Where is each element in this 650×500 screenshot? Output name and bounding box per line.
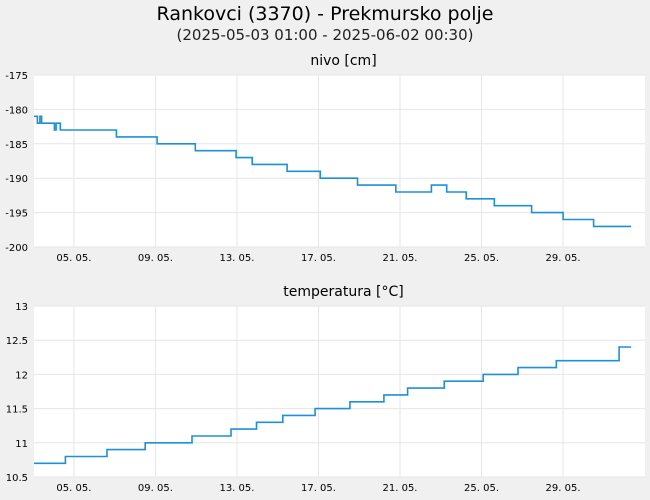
y-tick-label: -200 [5,243,28,254]
x-tick-label: 09. 05. [138,253,173,264]
y-tick-label: -175 [5,71,28,82]
chart-title: nivo [cm] [310,53,376,69]
x-tick-label: 17. 05. [301,253,336,264]
series-line [34,346,631,465]
x-tick-label: 29. 05. [546,253,581,264]
page-title: Rankovci (3370) - Prekmursko polje [156,3,494,25]
y-tick-label: -180 [5,105,28,116]
x-tick-label: 25. 05. [464,253,499,264]
x-tick-label: 25. 05. [464,483,499,494]
x-tick-label: 05. 05. [56,483,91,494]
plot-area [34,75,645,247]
x-tick-label: 21. 05. [383,253,418,264]
y-tick-label: -190 [5,174,28,185]
x-tick-label: 09. 05. [138,483,173,494]
y-tick-label: 12 [15,370,28,381]
x-tick-label: 29. 05. [546,483,581,494]
x-tick-label: 13. 05. [219,253,254,264]
x-tick-label: 17. 05. [301,483,336,494]
y-tick-label: 11 [15,439,28,450]
chart-temperatura: temperatura [°C] 13 12.5 12 11.5 11 10.5 05. 05… [6,284,645,494]
y-tick-label: 12.5 [6,336,28,347]
y-tick-label: -195 [5,209,28,220]
chart-title: temperatura [°C] [283,284,403,300]
y-tick-label: 11.5 [6,405,28,416]
chart-nivo: nivo [cm] -175 -180 -185 -190 -195 -200 05. 05.… [5,53,645,264]
y-tick-label: 10.5 [6,473,28,484]
x-tick-label: 21. 05. [383,483,418,494]
y-tick-label: -185 [5,140,28,151]
plot-area [34,306,645,477]
page-subtitle: (2025-05-03 01:00 - 2025-06-02 00:30) [176,26,474,44]
x-tick-label: 05. 05. [56,253,91,264]
series-line [34,115,631,228]
y-tick-label: 13 [15,302,28,313]
x-tick-label: 13. 05. [219,483,254,494]
